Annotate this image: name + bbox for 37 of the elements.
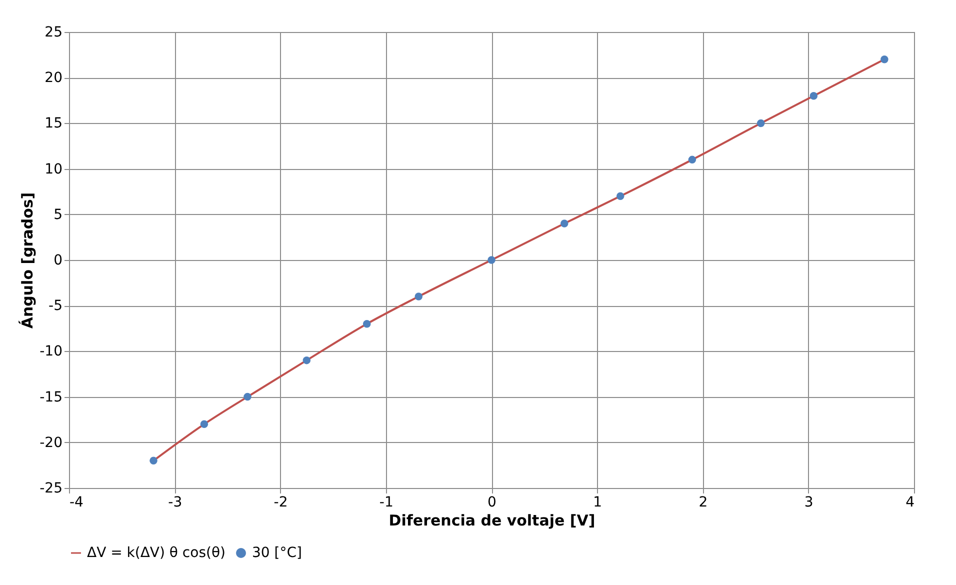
x-tick-label: 0	[488, 494, 496, 510]
x-axis-title: Diferencia de voltaje [V]	[388, 512, 596, 530]
y-axis-title: Ángulo [grados]	[18, 192, 37, 329]
point	[688, 156, 696, 164]
y-tick-label: -15	[40, 389, 62, 406]
point	[616, 192, 624, 200]
y-tick-label: 0	[54, 252, 62, 268]
y-tick-label: -5	[48, 298, 62, 314]
y-tick-label: 10	[44, 161, 62, 178]
y-tick-label: -25	[40, 480, 62, 496]
y-tick-label: -20	[40, 434, 62, 451]
x-tick-label: -1	[379, 494, 394, 510]
point	[810, 92, 818, 100]
y-tick-label: 25	[44, 24, 62, 40]
y-tick-label: 20	[44, 70, 62, 86]
point	[302, 356, 311, 364]
x-tick-label: -2	[274, 494, 288, 510]
x-tick-label: -3	[168, 494, 182, 510]
point	[488, 256, 496, 264]
point	[362, 320, 371, 328]
y-tick-label: 5	[54, 206, 62, 223]
x-tick-label: 1	[593, 494, 602, 510]
point	[880, 55, 888, 64]
x-tick-label: -4	[70, 494, 84, 510]
y-tick-label: -10	[40, 344, 62, 360]
point	[150, 456, 158, 465]
point	[200, 420, 208, 428]
point	[560, 220, 568, 228]
x-tick-label: 4	[906, 494, 915, 510]
x-tick-label: 2	[698, 494, 708, 510]
point	[756, 119, 765, 128]
point	[244, 392, 252, 401]
legend-label: ΔV = k(ΔV) θ cos(θ)	[87, 545, 226, 561]
legend-label: 30 [°C]	[252, 545, 302, 561]
point	[414, 292, 422, 300]
y-tick-label: 15	[44, 116, 62, 132]
x-tick-label: 3	[804, 494, 814, 510]
